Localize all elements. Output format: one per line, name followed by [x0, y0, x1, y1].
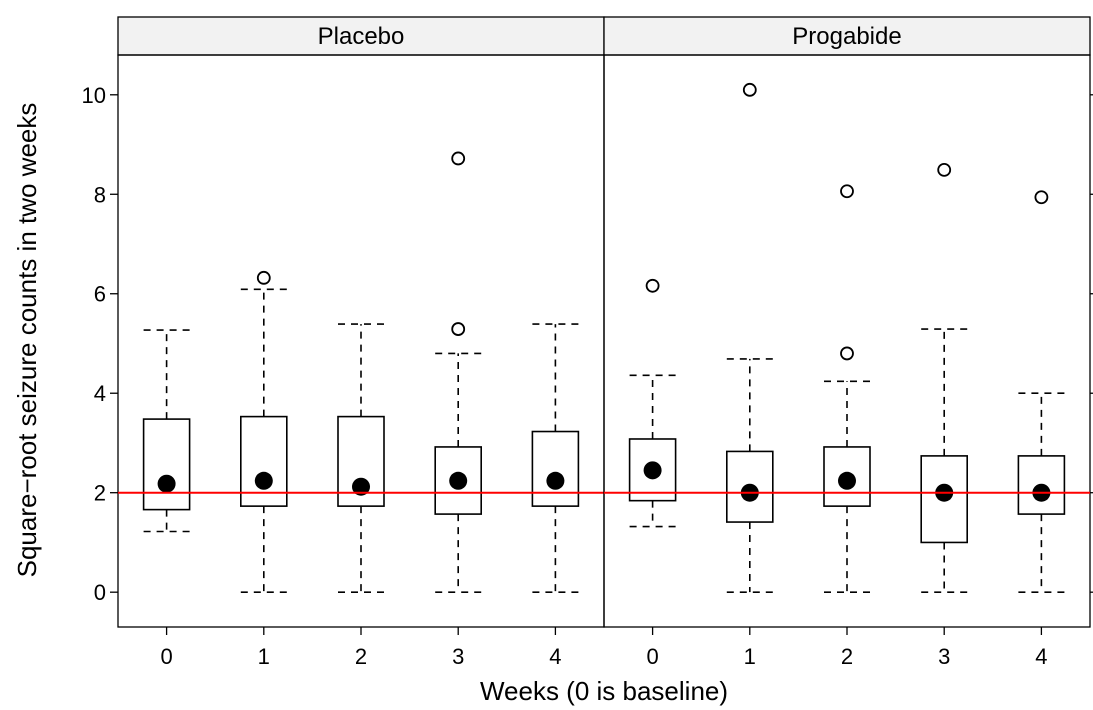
median-dot [352, 477, 370, 496]
box-week-2 [337, 323, 385, 593]
y-axis: 0 2 4 6 8 10 [82, 83, 1093, 605]
outlier-point [840, 346, 854, 361]
median-dot [254, 471, 273, 490]
x-tick-label: 2 [841, 644, 853, 669]
box-iqr [1017, 455, 1066, 515]
box-week-3 [920, 162, 969, 593]
panel-frame [603, 54, 1091, 628]
y-tick-label: 10 [82, 83, 106, 108]
x-tick-label: 2 [355, 644, 367, 669]
box-week-1 [725, 82, 774, 593]
box-iqr [531, 430, 580, 507]
box-iqr [628, 438, 677, 502]
box-iqr [920, 455, 969, 544]
box-week-0 [628, 278, 677, 528]
x-axis-title: Weeks (0 is baseline) [480, 676, 728, 706]
box-iqr [823, 446, 871, 507]
median-dot [546, 471, 565, 490]
median-dot [157, 474, 176, 493]
box-iqr [725, 450, 774, 523]
strip-label: Placebo [318, 23, 405, 50]
x-tick-label: 4 [1035, 644, 1047, 669]
x-tick-label: 4 [549, 644, 561, 669]
x-tick-label: 3 [938, 644, 950, 669]
outlier-point [742, 82, 757, 97]
box-week-0 [142, 329, 191, 533]
panel-frame [117, 54, 605, 628]
outlier-point [451, 322, 466, 336]
x-axis: 0 1 2 3 4 0 1 2 3 4 [160, 627, 1048, 669]
panel-progabide: Progabide [603, 16, 1091, 628]
y-tick-label: 2 [94, 481, 106, 506]
y-tick-label: 0 [94, 580, 106, 605]
x-tick-label: 3 [452, 644, 464, 669]
outlier-point [645, 278, 660, 293]
box-week-4 [531, 323, 580, 593]
box-iqr [142, 418, 191, 511]
outlier-point [937, 162, 952, 177]
x-tick-label: 1 [258, 644, 270, 669]
y-axis-title: Square−root seizure counts in two weeks [12, 103, 42, 578]
median-dot [643, 461, 662, 480]
outlier-point [451, 151, 466, 166]
panels-layer: Placebo Progabide [117, 16, 1091, 628]
outlier-point [256, 270, 271, 285]
x-tick-label: 1 [744, 644, 756, 669]
outlier-point [840, 184, 854, 199]
box-week-2 [823, 184, 871, 593]
median-dot [449, 471, 468, 490]
strip-label: Progabide [792, 23, 901, 50]
x-tick-label: 0 [160, 644, 172, 669]
y-tick-label: 8 [94, 182, 106, 207]
median-dot [838, 471, 856, 490]
strip-background [117, 16, 605, 56]
box-week-1 [240, 270, 288, 593]
x-tick-label: 0 [646, 644, 658, 669]
box-iqr [240, 415, 288, 507]
panel-placebo: Placebo [117, 16, 605, 628]
y-tick-label: 4 [94, 381, 106, 406]
y-tick-label: 6 [94, 282, 106, 307]
outlier-point [1034, 190, 1049, 205]
box-iqr [337, 415, 385, 507]
box-week-3 [434, 151, 483, 593]
box-iqr [434, 446, 483, 515]
strip-background [603, 16, 1091, 56]
box-week-4 [1017, 190, 1066, 593]
